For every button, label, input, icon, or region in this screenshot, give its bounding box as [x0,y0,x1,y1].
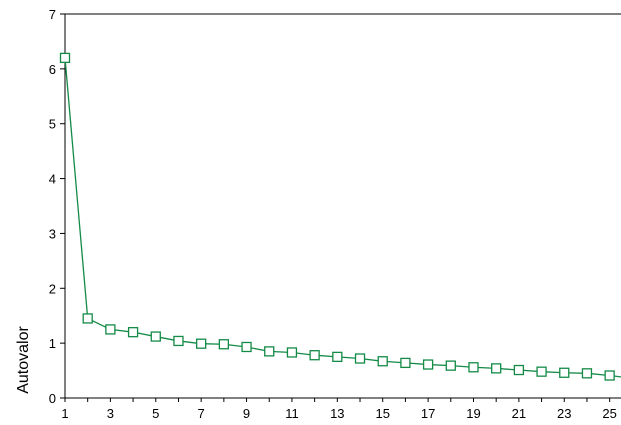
data-point-marker [422,359,434,370]
x-tick-label: 23 [557,406,571,421]
x-tick-label: 3 [107,406,114,421]
series-line [64,57,621,378]
data-point-marker [332,351,343,363]
data-point-marker [286,347,298,358]
data-point-marker [445,360,456,371]
data-point-marker [559,367,570,378]
data-point-marker [491,363,502,374]
data-point-marker [196,338,207,349]
x-tick-label: 11 [285,406,299,421]
data-point-marker [173,335,184,347]
data-point-marker [82,313,93,324]
x-tick-label: 7 [198,406,205,421]
x-tick-label: 9 [243,406,250,421]
x-tick-label: 15 [375,406,389,421]
data-point-marker [400,357,411,369]
x-tick-label: 25 [602,406,616,421]
y-tick-label: 0 [49,391,56,406]
x-tick-label: 1 [61,406,68,421]
data-point-marker [127,327,139,338]
x-tick-label: 5 [152,406,159,421]
data-point-marker [581,368,593,379]
data-point-marker [513,364,525,376]
x-tick-label: 19 [466,406,480,421]
data-point-marker [536,366,547,377]
y-tick-label: 6 [49,62,56,77]
data-point-marker [377,356,388,367]
data-point-marker [354,353,366,364]
data-point-marker [105,324,116,335]
data-point-marker [218,339,230,350]
data-point-marker [309,350,320,361]
x-tick-label: 13 [330,406,344,421]
data-point-marker [241,341,252,353]
y-axis-title: Autovalor [15,326,32,394]
data-point-marker [150,331,161,342]
x-tick-label: 21 [512,406,526,421]
y-tick-label: 1 [49,336,56,351]
x-tick-label: 17 [421,406,435,421]
data-point-marker [604,370,615,381]
data-point-marker [468,362,479,373]
data-point-marker [59,52,71,64]
y-tick-label: 5 [49,117,56,132]
y-tick-label: 7 [49,7,56,22]
y-tick-label: 3 [49,226,56,241]
data-point-marker [264,346,275,357]
y-tick-label: 4 [49,172,56,187]
y-tick-label: 2 [49,281,56,296]
